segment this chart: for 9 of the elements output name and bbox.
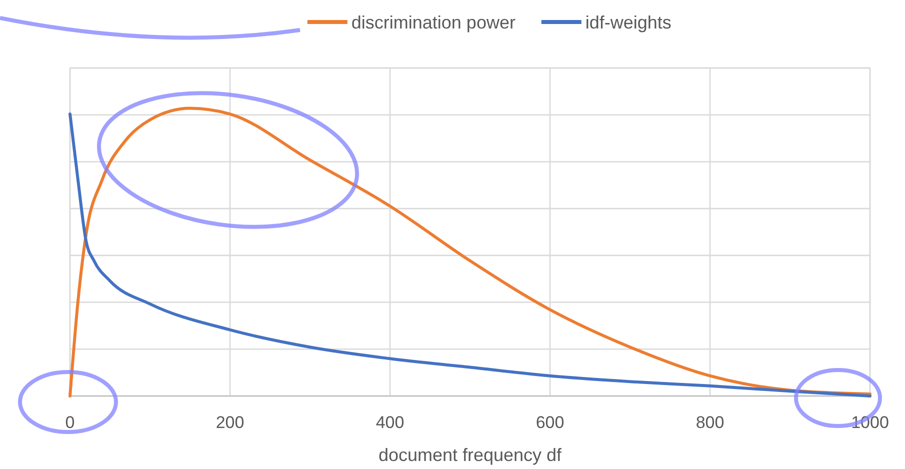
x-tick-label: 0 bbox=[65, 413, 75, 432]
x-tick-label: 600 bbox=[536, 413, 564, 432]
legend-label: idf-weights bbox=[585, 12, 672, 32]
legend-label: discrimination power bbox=[351, 12, 516, 32]
x-axis-title: document frequency df bbox=[378, 445, 563, 465]
x-tick-label: 400 bbox=[376, 413, 404, 432]
x-tick-label: 1000 bbox=[851, 413, 889, 432]
x-tick-label: 200 bbox=[216, 413, 244, 432]
x-tick-label: 800 bbox=[696, 413, 724, 432]
